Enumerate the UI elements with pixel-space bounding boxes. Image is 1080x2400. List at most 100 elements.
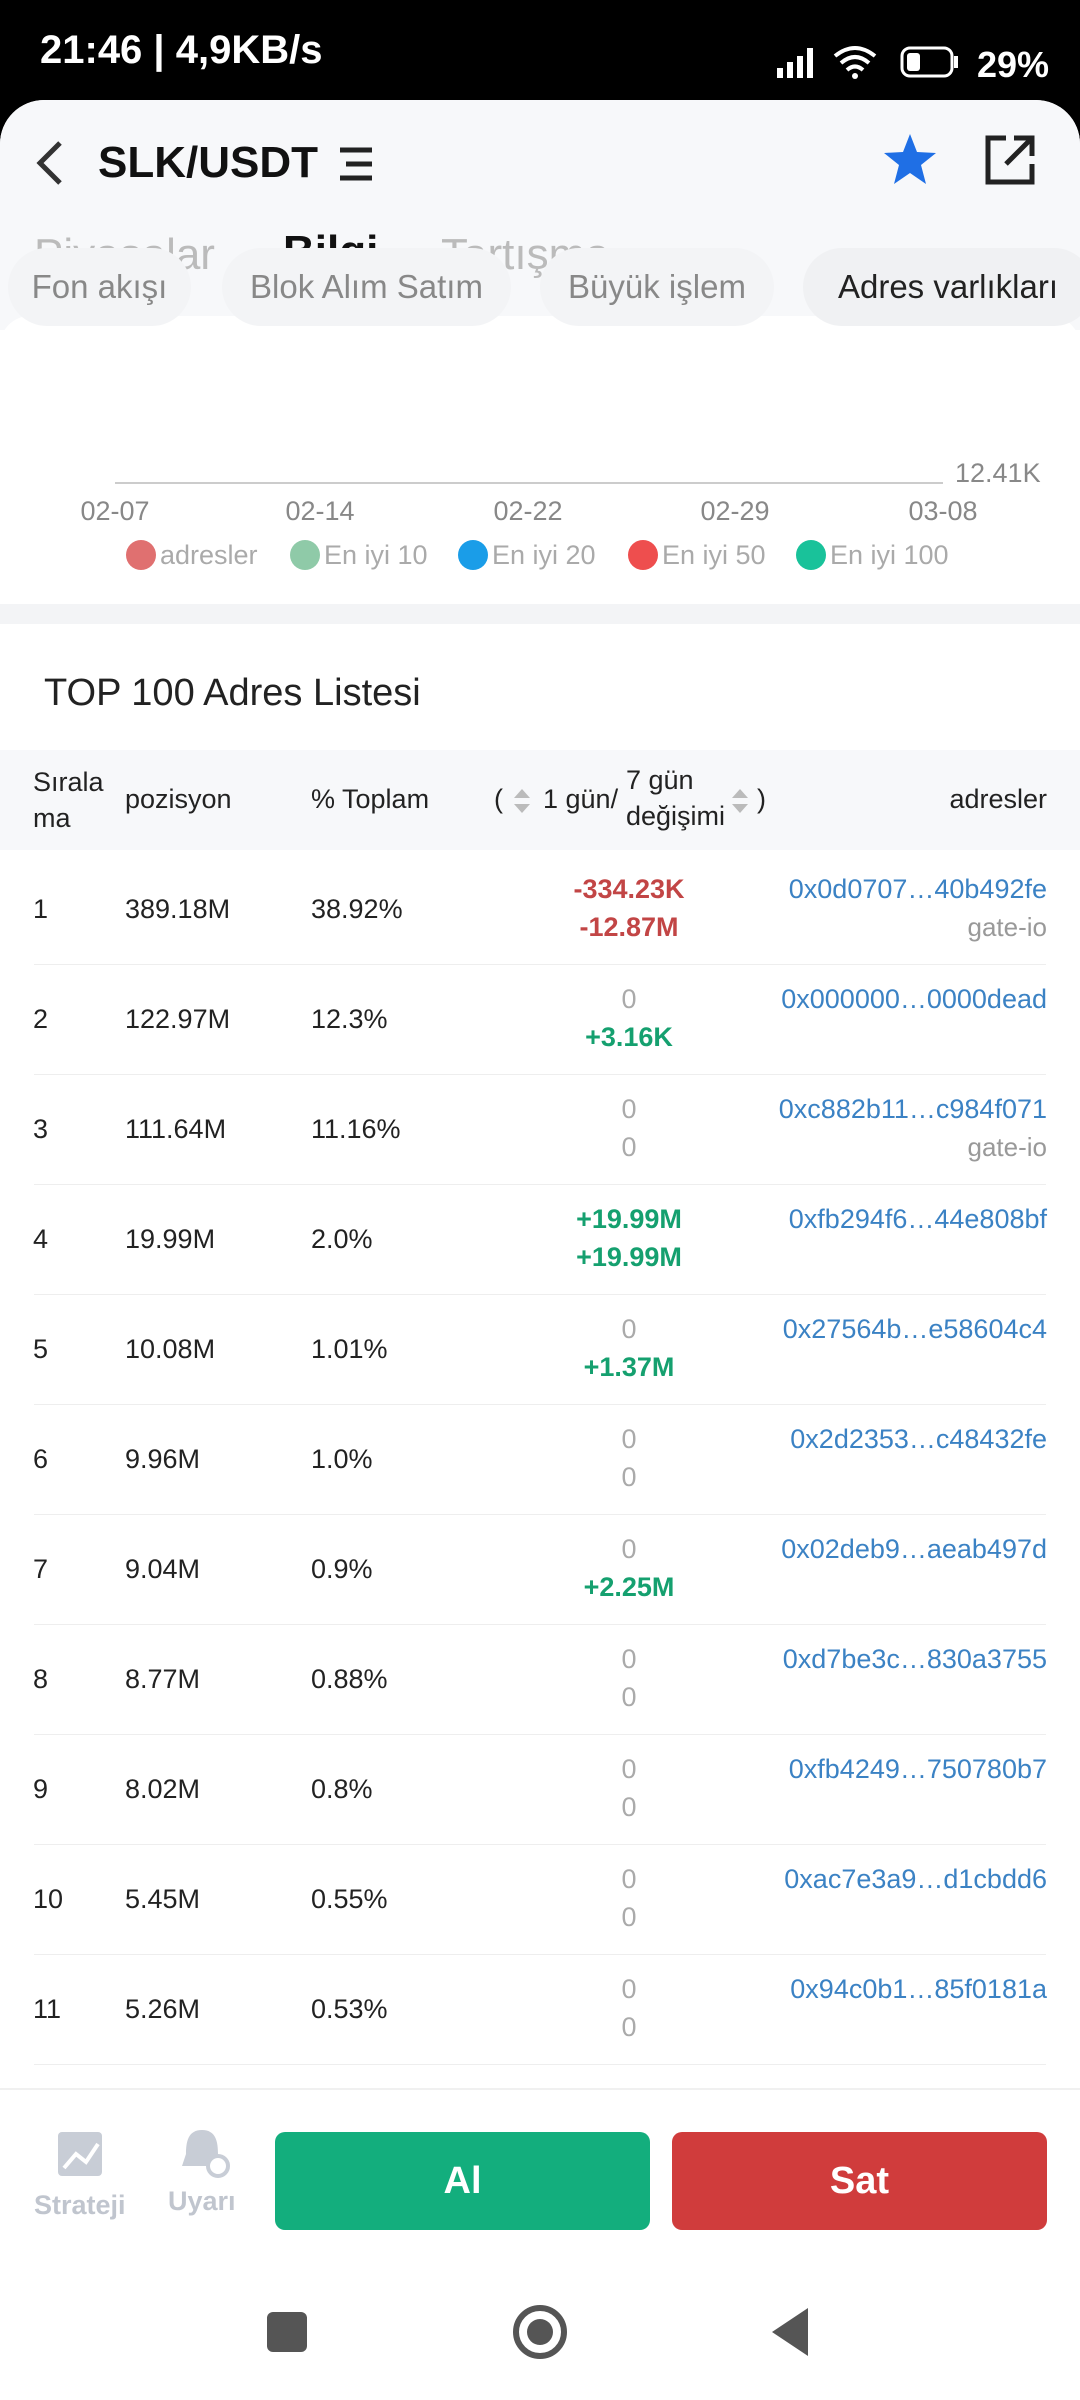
legend-item: En iyi 100 — [796, 540, 949, 571]
percent: 0.8% — [311, 1774, 373, 1804]
change-7d: 0 — [621, 2012, 637, 2042]
nav-home[interactable] — [513, 2305, 567, 2359]
row-separator — [34, 1734, 1046, 1735]
row-separator — [34, 1184, 1046, 1185]
table-row: 7 9.04M 0.9% 0 +2.25M 0x02deb9…aeab497d — [0, 1515, 1080, 1625]
legend-item: En iyi 10 — [290, 540, 428, 571]
alert[interactable]: Uyarı — [168, 2186, 236, 2216]
change-1d: -334.23K — [573, 874, 685, 904]
position: 9.04M — [125, 1554, 201, 1584]
change-1d: 0 — [621, 1864, 637, 1894]
col-percent: % Toplam — [311, 784, 430, 814]
favorite[interactable] — [880, 130, 940, 190]
section-gap — [0, 604, 1080, 624]
change-7d: 0 — [621, 1682, 637, 1712]
battery: 29% — [977, 44, 1050, 85]
rank: 8 — [33, 1664, 49, 1694]
position: 8.02M — [125, 1774, 201, 1804]
nav-recent[interactable] — [267, 2312, 307, 2352]
subtab[interactable]: Büyük işlem — [540, 248, 774, 326]
change-7d: +2.25M — [583, 1572, 675, 1602]
legend-label: En iyi 100 — [830, 540, 949, 570]
address[interactable]: 0xd7be3c…830a3755 — [782, 1644, 1047, 1674]
row-separator — [34, 1624, 1046, 1625]
subtab-active[interactable]: Adres varlıkları — [803, 248, 1080, 326]
x-label: 03-08 — [908, 496, 978, 526]
share[interactable] — [980, 130, 1040, 190]
col-change-7d[interactable]: 7 gün değişimi — [626, 765, 726, 831]
change-1d: 0 — [621, 984, 637, 1014]
sort-icon[interactable] — [512, 786, 532, 816]
x-label: 02-14 — [285, 496, 355, 526]
address[interactable]: 0x2d2353…c48432fe — [790, 1424, 1047, 1454]
chart-right-label: 12.41K — [955, 458, 1041, 488]
address[interactable]: 0xc882b11…c984f071 — [778, 1094, 1047, 1124]
position: 111.64M — [125, 1114, 227, 1144]
rank: 10 — [33, 1884, 64, 1914]
legend-label: En iyi 20 — [492, 540, 596, 570]
col-change-1d[interactable]: 1 gün/ — [543, 784, 619, 814]
legend-item: En iyi 50 — [628, 540, 766, 571]
row-separator — [34, 1514, 1046, 1515]
address[interactable]: 0x02deb9…aeab497d — [781, 1534, 1047, 1564]
percent: 0.55% — [311, 1884, 388, 1914]
change-7d: 0 — [621, 1792, 637, 1822]
alert-icon[interactable] — [178, 2126, 232, 2180]
table-row: 11 5.26M 0.53% 0 0 0x94c0b1…85f0181a — [0, 1955, 1080, 2065]
strategy-icon[interactable] — [56, 2130, 106, 2180]
change-7d: 0 — [621, 1462, 637, 1492]
table-row: 5 10.08M 1.01% 0 +1.37M 0x27564b…e58604c4 — [0, 1295, 1080, 1405]
percent: 38.92% — [311, 894, 403, 924]
position: 8.77M — [125, 1664, 201, 1694]
col-position: pozisyon — [125, 784, 232, 814]
legend-dot — [458, 540, 488, 570]
position: 122.97M — [125, 1004, 231, 1034]
nav-back[interactable] — [772, 2308, 808, 2356]
address[interactable]: 0x0d0707…40b492fe — [788, 874, 1047, 904]
rank: 6 — [33, 1444, 49, 1474]
rank: 1 — [33, 894, 49, 924]
strategy[interactable]: Strateji — [34, 2190, 126, 2220]
address-label: gate-io — [967, 912, 1048, 942]
pair-menu[interactable] — [336, 144, 376, 184]
app: SLK/USDT Piyasalar Bilgi Tartışma Fon ak… — [0, 100, 1080, 2400]
address[interactable]: 0x000000…0000dead — [781, 984, 1047, 1014]
address[interactable]: 0x94c0b1…85f0181a — [790, 1974, 1047, 2004]
change-7d: +3.16K — [585, 1022, 673, 1052]
subtab[interactable]: Fon akışı — [8, 248, 191, 326]
legend-dot — [796, 540, 826, 570]
change-1d: 0 — [621, 1974, 637, 2004]
col-address: adresler — [949, 784, 1047, 814]
x-label: 02-07 — [80, 496, 150, 526]
address[interactable]: 0xfb294f6…44e808bf — [788, 1204, 1047, 1234]
row-separator — [34, 1844, 1046, 1845]
buy-button[interactable]: Al — [275, 2132, 650, 2230]
row-separator — [34, 1294, 1046, 1295]
legend-label: En iyi 10 — [324, 540, 428, 570]
table-row: 10 5.45M 0.55% 0 0 0xac7e3a9…d1cbdd6 — [0, 1845, 1080, 1955]
col-paren: ( — [494, 784, 503, 814]
col-paren: ) — [757, 784, 766, 814]
row-separator — [34, 1404, 1046, 1405]
subtab[interactable]: Blok Alım Satım — [222, 248, 511, 326]
address[interactable]: 0xac7e3a9…d1cbdd6 — [784, 1864, 1047, 1894]
change-1d: 0 — [621, 1754, 637, 1784]
legend-item: adresler — [126, 540, 258, 571]
sell-button[interactable]: Sat — [672, 2132, 1047, 2230]
change-7d: 0 — [621, 1902, 637, 1932]
rank: 11 — [33, 1994, 62, 2024]
legend-item: En iyi 20 — [458, 540, 596, 571]
change-1d: 0 — [621, 1314, 637, 1344]
change-1d: 0 — [621, 1424, 637, 1454]
change-7d: -12.87M — [579, 912, 679, 942]
status-time: 21:46 | 4,9KB/s — [40, 28, 323, 72]
table-title: TOP 100 Adres Listesi — [44, 672, 421, 714]
address[interactable]: 0x27564b…e58604c4 — [782, 1314, 1047, 1344]
rank: 9 — [33, 1774, 49, 1804]
percent: 0.9% — [311, 1554, 373, 1584]
back-button[interactable] — [30, 138, 70, 188]
address[interactable]: 0xfb4249…750780b7 — [788, 1754, 1047, 1784]
sort-icon[interactable] — [730, 786, 750, 816]
rank: 3 — [33, 1114, 49, 1144]
percent: 1.0% — [311, 1444, 373, 1474]
